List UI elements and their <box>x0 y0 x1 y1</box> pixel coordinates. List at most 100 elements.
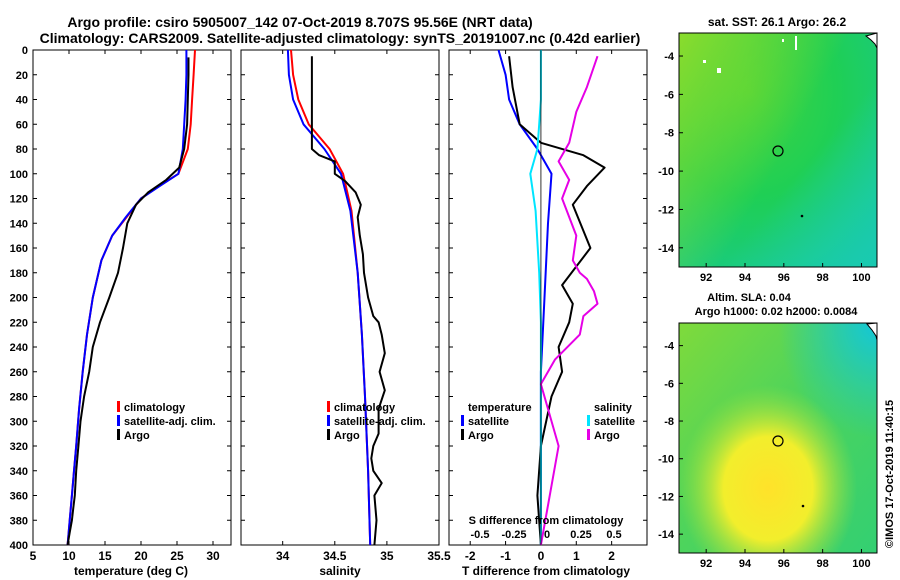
temperature-legend: climatology satellite-adj. clim. Argo <box>117 401 216 442</box>
x-tick-label: -2 <box>465 549 476 563</box>
map-lon-label: 100 <box>852 272 870 284</box>
depth-tick-label: 320 <box>10 441 28 453</box>
depth-tick-label: 120 <box>10 194 28 206</box>
legend-satellite: satellite-adj. clim. <box>124 416 216 428</box>
difference-legend-right: salinity satellite Argo <box>587 402 635 442</box>
legend-swatch-temp-argo <box>461 429 464 440</box>
sst-map-panel: sat. SST: 26.1 Argo: 26.2 -4 -6 -8 -10 -12 -1… <box>658 15 878 284</box>
legend-temperature-heading: temperature <box>468 402 532 414</box>
x-tick-label: 15 <box>98 549 112 563</box>
sla-map-title-2: Argo h1000: 0.02 h2000: 0.0084 <box>695 306 859 318</box>
series-line-climatology <box>66 49 196 546</box>
legend-temp-satellite: satellite <box>468 416 509 428</box>
legend-swatch-satellite <box>117 415 120 426</box>
depth-tick-label: 180 <box>10 268 28 280</box>
depth-tick-label: 300 <box>10 416 28 428</box>
map-lon-label: 96 <box>778 272 790 284</box>
legend-swatch-sal-satellite <box>587 415 590 426</box>
depth-tick-label: 400 <box>10 540 28 552</box>
sst-map-x-ticks: 92 94 96 98 100 <box>700 263 871 284</box>
sst-map-frame <box>678 32 878 268</box>
salinity-panel: 34 34.5 35 35.5 salinity climatology satell… <box>240 49 451 578</box>
x-tick-label: -1 <box>500 549 511 563</box>
map-lat-label: -12 <box>658 204 674 216</box>
series-line-temperature-satellite <box>497 49 553 545</box>
legend-swatch-argo <box>327 429 330 440</box>
sla-map-y-ticks: -4 -6 -8 -10 -12 -14 <box>658 341 683 541</box>
x-tick-label: 20 <box>134 549 148 563</box>
s-tick-label: 0.5 <box>606 529 621 541</box>
legend-sal-satellite: satellite <box>594 416 635 428</box>
x-tick-label: 35.5 <box>427 549 451 563</box>
difference-lines <box>497 49 606 546</box>
depth-tick-label: 360 <box>10 491 28 503</box>
sst-argo-location-marker <box>772 145 784 157</box>
x-tick-label: 0 <box>538 549 545 563</box>
sst-map-image <box>679 32 878 267</box>
series-line-satellite-adj-clim- <box>286 49 372 546</box>
depth-tick-label: 160 <box>10 243 28 255</box>
depth-tick-label: 340 <box>10 466 28 478</box>
s-tick-label: 0 <box>544 529 550 541</box>
legend-swatch-satellite <box>327 415 330 426</box>
map-lon-label: 98 <box>817 272 829 284</box>
map-lat-label: -4 <box>664 51 675 63</box>
map-lat-label: -8 <box>664 416 674 428</box>
series-line-satellite-adj-clim- <box>66 50 188 546</box>
map-lat-label: -6 <box>664 378 674 390</box>
sla-map-panel: Altim. SLA: 0.04 Argo h1000: 0.02 h2000:… <box>658 292 878 570</box>
x-tick-label: 34.5 <box>323 549 347 563</box>
map-lat-label: -4 <box>664 341 675 353</box>
series-line-argo <box>66 57 190 546</box>
depth-tick-label: 240 <box>10 342 28 354</box>
map-lat-label: -14 <box>658 243 675 255</box>
legend-satellite: satellite-adj. clim. <box>334 416 426 428</box>
s-tick-label: 0.25 <box>570 529 591 541</box>
difference-y-ticks <box>449 49 647 546</box>
depth-tick-label: 60 <box>16 119 28 131</box>
s-difference-tick-labels: -0.5 -0.25 0 0.25 0.5 <box>471 529 622 541</box>
x-tick-label: 10 <box>62 549 76 563</box>
depth-tick-label: 140 <box>10 218 28 230</box>
title-line-2: Climatology: CARS2009. Satellite-adjuste… <box>40 30 641 46</box>
map-lat-label: -10 <box>658 454 674 466</box>
legend-climatology: climatology <box>124 402 186 414</box>
temperature-y-ticks: 0 20 40 60 80 100 120 140 160 180 200 220 240 260 280 3… <box>10 45 231 552</box>
temperature-axes-frame <box>32 49 232 546</box>
map-lat-label: -6 <box>664 89 674 101</box>
map-lon-label: 98 <box>817 558 829 570</box>
difference-panel: -2 -1 0 1 2 T difference from climatology S … <box>448 49 648 578</box>
depth-tick-label: 220 <box>10 317 28 329</box>
sla-map-title-1: Altim. SLA: 0.04 <box>707 292 792 304</box>
legend-argo: Argo <box>124 430 150 442</box>
legend-salinity-heading: salinity <box>594 402 633 414</box>
salinity-legend: climatology satellite-adj. clim. Argo <box>327 401 426 442</box>
temperature-x-ticks: 5 10 15 20 25 30 <box>30 50 220 563</box>
sla-map-image <box>679 322 878 553</box>
x-tick-label: 35 <box>380 549 394 563</box>
difference-legend-left: temperature satellite Argo <box>461 402 532 442</box>
x-tick-label: 34 <box>276 549 290 563</box>
depth-tick-label: 200 <box>10 293 28 305</box>
sla-map-x-ticks: 92 94 96 98 100 <box>700 549 871 570</box>
map-lon-label: 94 <box>739 272 752 284</box>
temperature-xlabel: temperature (deg C) <box>74 564 188 578</box>
depth-tick-label: 260 <box>10 367 28 379</box>
s-tick-label: -0.5 <box>471 529 490 541</box>
legend-climatology: climatology <box>334 402 396 414</box>
map-lat-label: -14 <box>658 529 675 541</box>
map-lon-label: 94 <box>739 558 752 570</box>
legend-swatch-sal-argo <box>587 429 590 440</box>
legend-argo: Argo <box>334 430 360 442</box>
salinity-xlabel: salinity <box>319 564 361 578</box>
sla-argo-location-marker <box>772 435 784 447</box>
title-line-1: Argo profile: csiro 5905007_142 07-Oct-2… <box>67 14 532 30</box>
depth-tick-label: 40 <box>16 95 28 107</box>
temperature-lines <box>66 49 196 546</box>
x-tick-label: 5 <box>30 549 37 563</box>
depth-tick-label: 0 <box>22 45 28 57</box>
depth-tick-label: 20 <box>16 70 28 82</box>
x-tick-label: 30 <box>206 549 220 563</box>
sla-map-frame <box>678 322 878 554</box>
